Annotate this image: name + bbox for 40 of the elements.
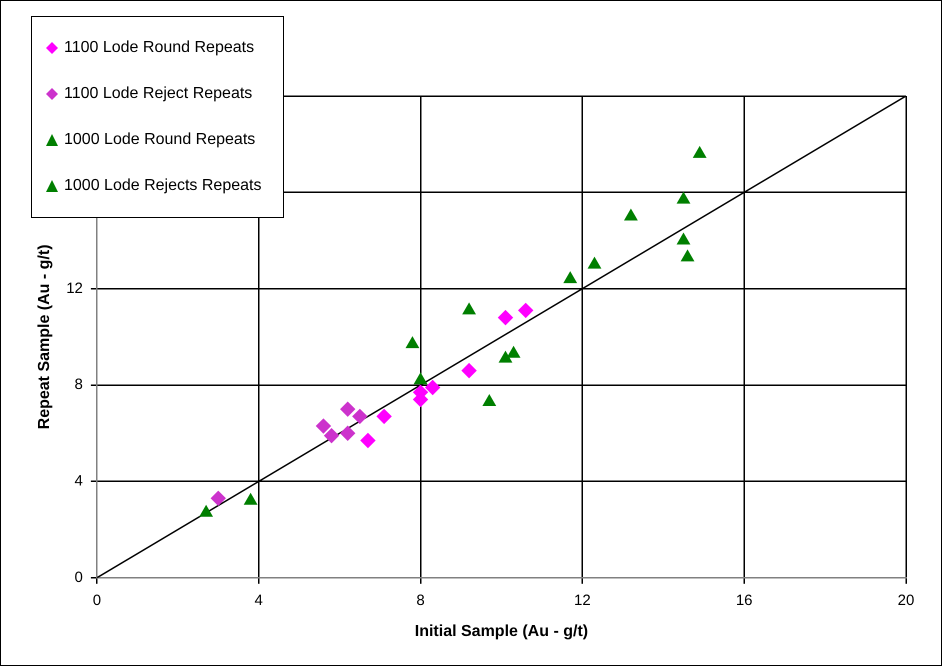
- y-tick-label: 12: [66, 280, 83, 297]
- legend-label: 1000 Lode Rejects Repeats: [64, 177, 262, 195]
- x-tick-label: 16: [736, 592, 753, 609]
- point: [498, 351, 512, 363]
- point: [462, 302, 476, 314]
- point: [498, 310, 513, 326]
- x-axis-title: Initial Sample (Au - g/t): [414, 622, 588, 640]
- point: [340, 426, 356, 441]
- point: [564, 272, 577, 284]
- point: [676, 192, 690, 204]
- point: [324, 428, 340, 444]
- y-tick-label: 8: [74, 376, 83, 394]
- point: [425, 380, 440, 395]
- legend-label: 1100 Lode Reject Repeats: [64, 85, 252, 103]
- point: [414, 372, 428, 384]
- y-tick-label: 0: [74, 568, 83, 586]
- point: [352, 408, 368, 424]
- point: [316, 418, 331, 434]
- point: [376, 408, 392, 424]
- legend-label: 1100 Lode Round Repeats: [64, 39, 254, 57]
- point: [340, 402, 356, 417]
- point: [360, 432, 376, 448]
- point: [507, 346, 520, 358]
- x-tick-label: 8: [416, 592, 425, 609]
- x-tick-label: 0: [92, 592, 102, 609]
- y-axis-title: Repeat Sample (Au - g/t): [36, 244, 54, 430]
- point: [624, 208, 638, 220]
- point: [680, 250, 694, 262]
- point: [693, 146, 706, 158]
- point: [588, 257, 602, 269]
- y-tick-label: 4: [74, 472, 83, 490]
- point: [676, 233, 690, 245]
- point: [210, 490, 226, 506]
- point: [518, 302, 534, 318]
- x-tick-label: 20: [898, 592, 914, 609]
- point: [406, 336, 419, 348]
- x-tick-label: 4: [254, 592, 263, 609]
- legend-label: 1000 Lode Round Repeats: [64, 131, 256, 149]
- x-tick-label: 12: [574, 592, 591, 609]
- point: [462, 363, 477, 378]
